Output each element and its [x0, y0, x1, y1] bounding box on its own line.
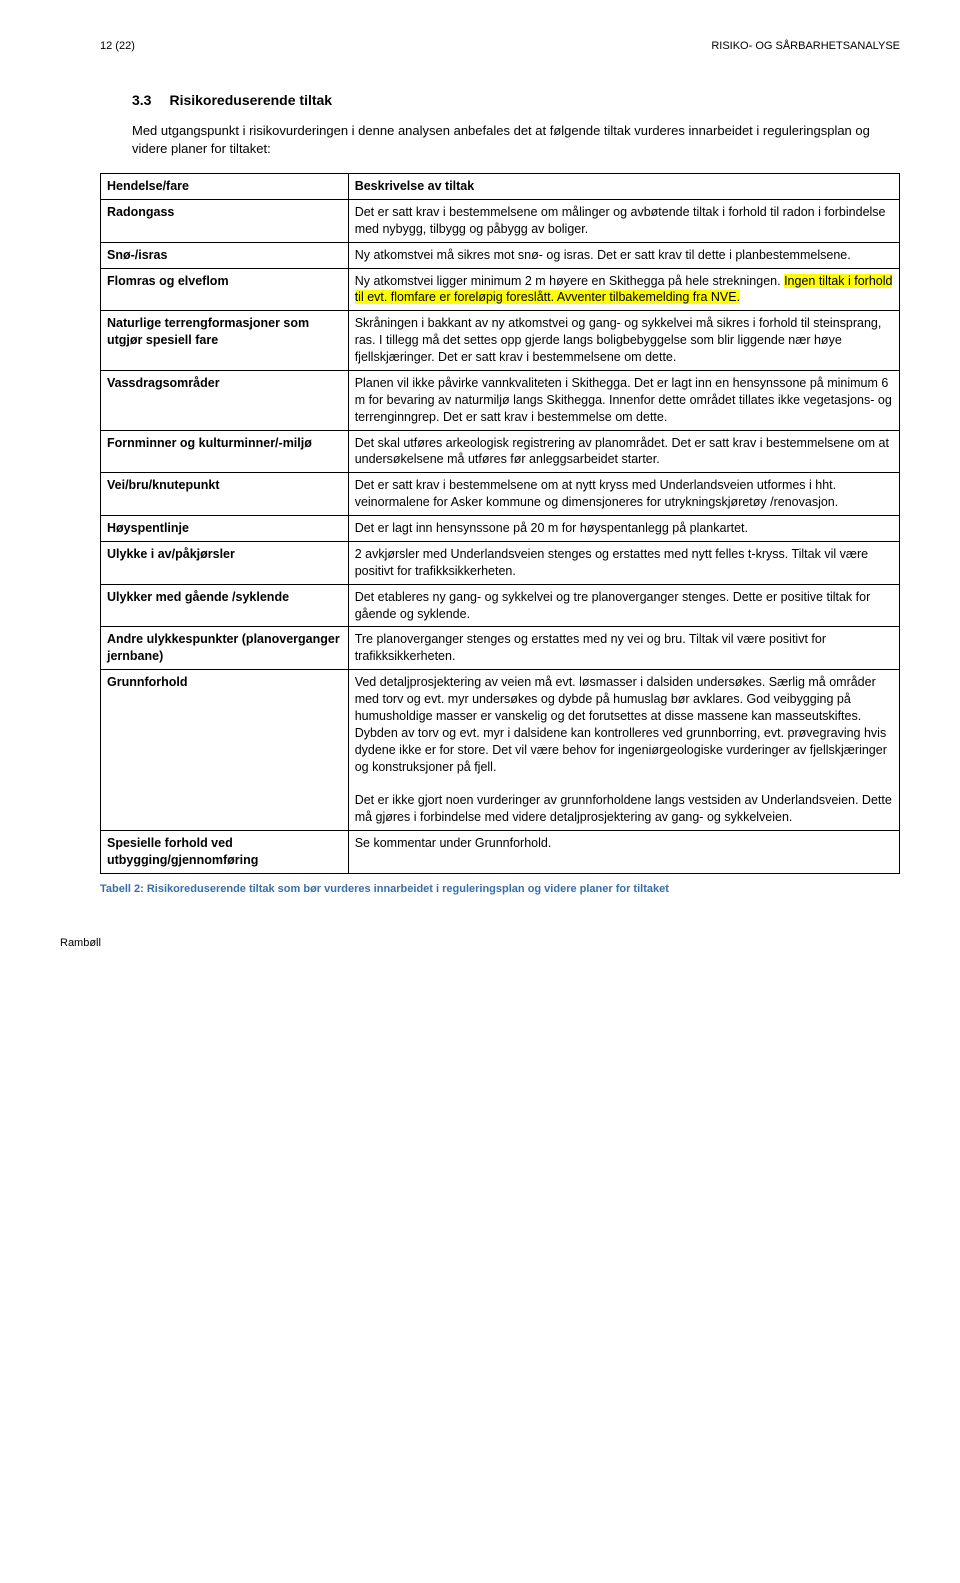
desc-text: 2 avkjørsler med Underlandsveien stenges… — [355, 547, 868, 578]
th-beskrivelse: Beskrivelse av tiltak — [348, 174, 899, 200]
row-label: Ulykke i av/påkjørsler — [101, 541, 349, 584]
row-description: Det er satt krav i bestemmelsene om måli… — [348, 199, 899, 242]
table-caption: Tabell 2: Risikoreduserende tiltak som b… — [100, 882, 900, 897]
desc-extra: Det er ikke gjort noen vurderinger av gr… — [355, 793, 892, 824]
row-label: Vei/bru/knutepunkt — [101, 473, 349, 516]
risk-table: Hendelse/fare Beskrivelse av tiltak Rado… — [100, 173, 900, 874]
row-description: Planen vil ikke påvirke vannkvaliteten i… — [348, 370, 899, 430]
row-description: Tre planoverganger stenges og erstattes … — [348, 627, 899, 670]
table-row: Ulykke i av/påkjørsler2 avkjørsler med U… — [101, 541, 900, 584]
desc-text: Ny atkomstvei ligger minimum 2 m høyere … — [355, 274, 784, 288]
row-description: Se kommentar under Grunnforhold. — [348, 831, 899, 874]
row-label: Snø-/isras — [101, 242, 349, 268]
table-row: GrunnforholdVed detaljprosjektering av v… — [101, 670, 900, 831]
desc-text: Det skal utføres arkeologisk registrerin… — [355, 436, 889, 467]
row-description: 2 avkjørsler med Underlandsveien stenges… — [348, 541, 899, 584]
desc-text: Se kommentar under Grunnforhold. — [355, 836, 552, 850]
row-label: Vassdragsområder — [101, 370, 349, 430]
desc-text: Det er satt krav i bestemmelsene om at n… — [355, 478, 839, 509]
table-row: Flomras og elveflom Ny atkomstvei ligger … — [101, 268, 900, 311]
desc-text: Ny atkomstvei må sikres mot snø- og isra… — [355, 248, 851, 262]
table-row: RadongassDet er satt krav i bestemmelsen… — [101, 199, 900, 242]
desc-text: Det er satt krav i bestemmelsene om måli… — [355, 205, 886, 236]
row-label: Andre ulykkespunkter (planoverganger jer… — [101, 627, 349, 670]
row-label: Fornminner og kulturminner/-miljø — [101, 430, 349, 473]
desc-text: Det er lagt inn hensynssone på 20 m for … — [355, 521, 748, 535]
section-number: 3.3 — [132, 92, 151, 108]
desc-text: Tre planoverganger stenges og erstattes … — [355, 632, 826, 663]
row-description: Ved detaljprosjektering av veien må evt.… — [348, 670, 899, 831]
table-row: VassdragsområderPlanen vil ikke påvirke … — [101, 370, 900, 430]
desc-text: Skråningen i bakkant av ny atkomstvei og… — [355, 316, 882, 364]
intro-paragraph: Med utgangspunkt i risikovurderingen i d… — [132, 122, 900, 157]
table-row: Ulykker med gående /syklendeDet etablere… — [101, 584, 900, 627]
desc-text: Ved detaljprosjektering av veien må evt.… — [355, 675, 887, 773]
table-row: Fornminner og kulturminner/-miljøDet ska… — [101, 430, 900, 473]
page-number: 12 (22) — [100, 40, 135, 52]
footer-company: Rambøll — [60, 937, 900, 949]
row-description: Det etableres ny gang- og sykkelvei og t… — [348, 584, 899, 627]
table-row: Høyspentlinje Det er lagt inn hensynssone… — [101, 516, 900, 542]
row-description: Skråningen i bakkant av ny atkomstvei og… — [348, 311, 899, 371]
row-label: Ulykker med gående /syklende — [101, 584, 349, 627]
table-row: Andre ulykkespunkter (planoverganger jer… — [101, 627, 900, 670]
table-row: Naturlige terrengformasjoner som utgjør … — [101, 311, 900, 371]
row-description: Det er lagt inn hensynssone på 20 m for … — [348, 516, 899, 542]
table-row: Vei/bru/knutepunktDet er satt krav i bes… — [101, 473, 900, 516]
row-label: Radongass — [101, 199, 349, 242]
row-label: Naturlige terrengformasjoner som utgjør … — [101, 311, 349, 371]
row-description: Det skal utføres arkeologisk registrerin… — [348, 430, 899, 473]
table-row: Snø-/isras Ny atkomstvei må sikres mot sn… — [101, 242, 900, 268]
table-row: Spesielle forhold ved utbygging/gjennomf… — [101, 831, 900, 874]
page-header: 12 (22) RISIKO- OG SÅRBARHETSANALYSE — [100, 40, 900, 52]
section-heading: 3.3 Risikoreduserende tiltak — [132, 92, 900, 108]
row-label: Flomras og elveflom — [101, 268, 349, 311]
row-label: Grunnforhold — [101, 670, 349, 831]
th-hendelse: Hendelse/fare — [101, 174, 349, 200]
row-description: Det er satt krav i bestemmelsene om at n… — [348, 473, 899, 516]
row-label: Høyspentlinje — [101, 516, 349, 542]
row-description: Ny atkomstvei ligger minimum 2 m høyere … — [348, 268, 899, 311]
desc-text: Planen vil ikke påvirke vannkvaliteten i… — [355, 376, 892, 424]
section-title: Risikoreduserende tiltak — [169, 92, 332, 108]
row-label: Spesielle forhold ved utbygging/gjennomf… — [101, 831, 349, 874]
row-description: Ny atkomstvei må sikres mot snø- og isra… — [348, 242, 899, 268]
desc-text: Det etableres ny gang- og sykkelvei og t… — [355, 590, 871, 621]
doc-title: RISIKO- OG SÅRBARHETSANALYSE — [711, 40, 900, 52]
